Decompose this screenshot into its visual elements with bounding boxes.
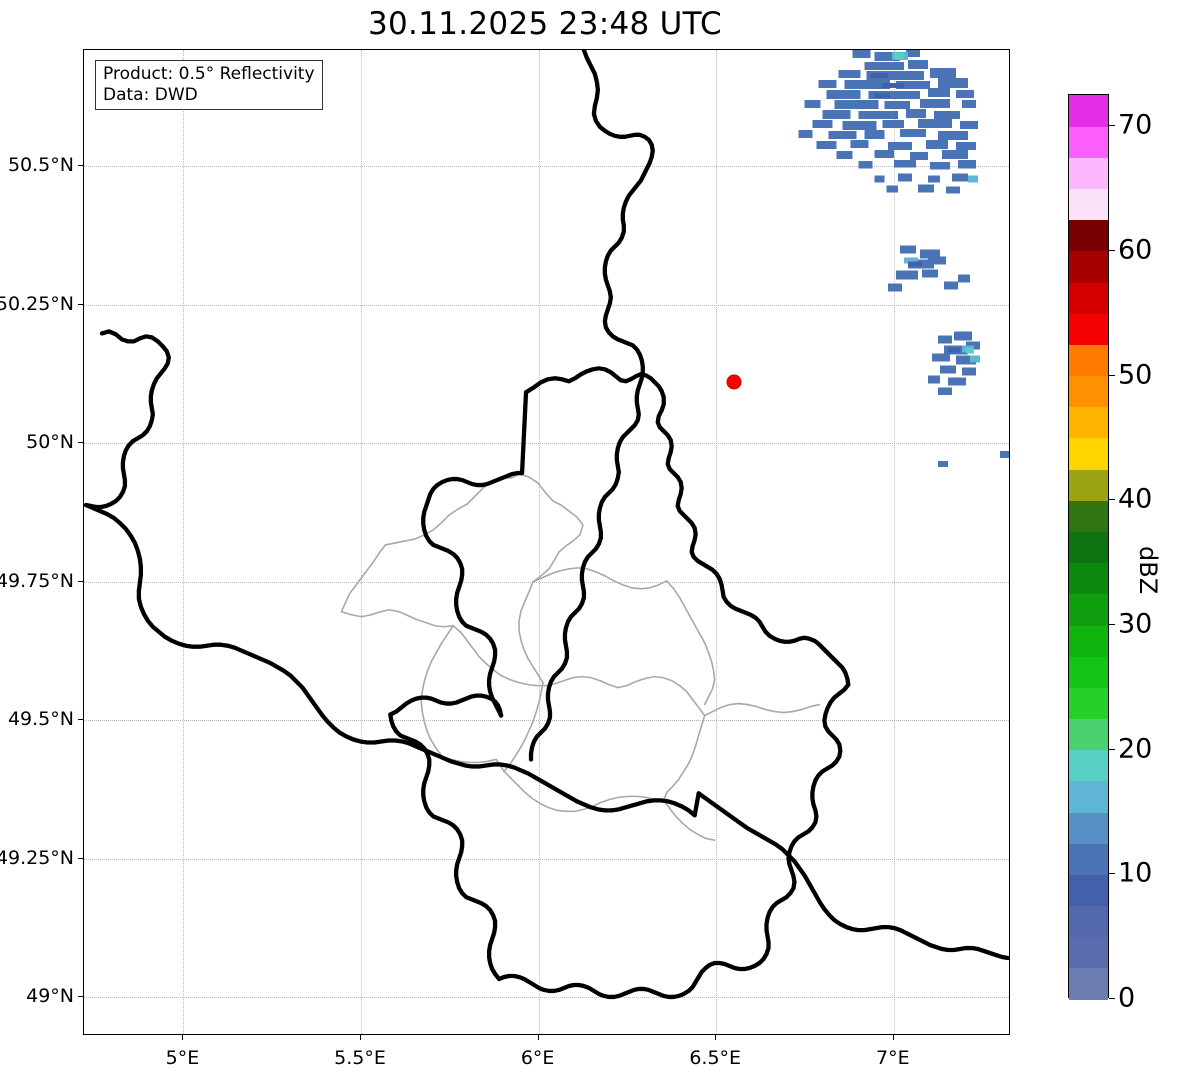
- colorbar-tick-label: 40: [1118, 483, 1153, 515]
- x-tick-label: 5°E: [165, 1047, 200, 1069]
- x-tick-label: 5.5°E: [334, 1047, 386, 1069]
- info-product-line: Product: 0.5° Reflectivity: [103, 64, 315, 84]
- x-tick-mark: [182, 1035, 184, 1040]
- colorbar-tick-mark: [1109, 873, 1115, 875]
- y-tick-mark: [78, 580, 83, 582]
- colorbar-band: [1069, 624, 1108, 657]
- y-tick-label: 50.25°N: [0, 292, 74, 315]
- colorbar-band: [1069, 531, 1108, 564]
- y-tick-mark: [78, 442, 83, 444]
- colorbar-band: [1069, 95, 1108, 127]
- radar-site-marker[interactable]: [726, 374, 742, 390]
- colorbar-band: [1069, 126, 1108, 158]
- gridline-horizontal: [84, 720, 1009, 722]
- x-tick-label: 7°E: [875, 1047, 910, 1069]
- colorbar-tick-label: 20: [1118, 733, 1153, 765]
- y-tick-label: 49°N: [26, 985, 74, 1008]
- x-tick-label: 6°E: [520, 1047, 555, 1069]
- info-box: Product: 0.5° Reflectivity Data: DWD: [95, 60, 323, 111]
- colorbar-tick-mark: [1109, 249, 1115, 251]
- gridline-vertical: [538, 50, 541, 1034]
- country-and-admin-borders: [84, 50, 1009, 1000]
- colorbar-band: [1069, 469, 1108, 501]
- colorbar-band: [1069, 250, 1108, 283]
- gridline-horizontal: [84, 858, 1009, 861]
- x-tick-label: 6.5°E: [689, 1047, 742, 1069]
- gridline-horizontal: [84, 443, 1009, 445]
- colorbar-band: [1069, 905, 1108, 938]
- colorbar-band: [1069, 749, 1108, 782]
- colorbar-tick-mark: [1109, 998, 1115, 999]
- map-plot-area: Product: 0.5° Reflectivity Data: DWD: [84, 50, 1009, 1034]
- gridline-vertical: [716, 50, 718, 1034]
- neighbour-country-borders: [84, 50, 1009, 961]
- colorbar-tick-mark: [1109, 374, 1115, 376]
- gridline-vertical: [361, 50, 363, 1034]
- x-tick-mark: [360, 1035, 362, 1040]
- colorbar-band: [1069, 843, 1108, 875]
- colorbar-tick-label: 50: [1118, 359, 1153, 391]
- y-tick-label: 49.5°N: [7, 708, 74, 731]
- radar-reflectivity-echoes: [798, 50, 1009, 468]
- colorbar-band: [1069, 874, 1108, 907]
- colorbar-band: [1069, 562, 1108, 595]
- gridline-horizontal: [84, 304, 1009, 307]
- colorbar-band: [1069, 656, 1108, 688]
- colorbar-tick-mark: [1109, 499, 1115, 501]
- colorbar-band: [1069, 936, 1108, 969]
- colorbar-band: [1069, 344, 1108, 377]
- luxembourg-canton-borders: [340, 473, 821, 842]
- colorbar-band: [1069, 780, 1108, 813]
- colorbar-band: [1069, 718, 1108, 751]
- colorbar-band: [1069, 593, 1108, 626]
- colorbar-band: [1069, 687, 1108, 720]
- x-tick-mark: [537, 1035, 539, 1040]
- colorbar-band: [1069, 967, 1108, 1000]
- x-tick-mark: [715, 1035, 717, 1040]
- gridline-horizontal: [84, 581, 1009, 584]
- y-tick-label: 50.5°N: [7, 154, 74, 177]
- colorbar-tick-label: 0: [1118, 982, 1136, 1014]
- x-tick-mark: [892, 1035, 894, 1040]
- y-tick-label: 50°N: [26, 431, 74, 454]
- gridline-vertical: [183, 50, 185, 1034]
- colorbar-band: [1069, 313, 1108, 345]
- y-tick-mark: [78, 165, 83, 167]
- colorbar-band: [1069, 437, 1108, 470]
- colorbar-tick-mark: [1109, 623, 1115, 625]
- colorbar-band: [1069, 219, 1108, 252]
- gridline-horizontal: [84, 166, 1009, 168]
- colorbar-tick-label: 70: [1118, 109, 1153, 141]
- gridline-vertical: [893, 50, 896, 1034]
- reflectivity-colorbar: [1068, 94, 1109, 1000]
- radar-map-axes: Product: 0.5° Reflectivity Data: DWD: [83, 49, 1010, 1035]
- colorbar-tick-label: 10: [1118, 857, 1153, 889]
- colorbar-tick-label: 60: [1118, 234, 1153, 266]
- colorbar-tick-mark: [1109, 125, 1115, 127]
- y-tick-mark: [78, 303, 83, 305]
- colorbar-band: [1069, 500, 1108, 532]
- colorbar-band: [1069, 375, 1108, 408]
- y-tick-mark: [78, 857, 83, 859]
- colorbar-band: [1069, 406, 1108, 439]
- gridline-horizontal: [84, 997, 1009, 999]
- echo-cells-blue: [798, 50, 1009, 468]
- y-tick-label: 49.25°N: [0, 846, 74, 869]
- colorbar-band: [1069, 157, 1108, 190]
- y-tick-mark: [78, 996, 83, 998]
- echo-cells-darkblue: [870, 72, 961, 353]
- colorbar-band: [1069, 811, 1108, 844]
- colorbar-tick-label: 30: [1118, 608, 1153, 640]
- y-tick-label: 49.75°N: [0, 569, 74, 592]
- echo-cells-teal: [894, 52, 975, 354]
- colorbar-tick-mark: [1109, 748, 1115, 750]
- page-title: 30.11.2025 23:48 UTC: [368, 6, 722, 42]
- colorbar-axis-label: dBZ: [1134, 546, 1162, 595]
- colorbar-band: [1069, 282, 1108, 314]
- colorbar-band: [1069, 188, 1108, 221]
- y-tick-mark: [78, 719, 83, 721]
- info-data-line: Data: DWD: [103, 84, 198, 105]
